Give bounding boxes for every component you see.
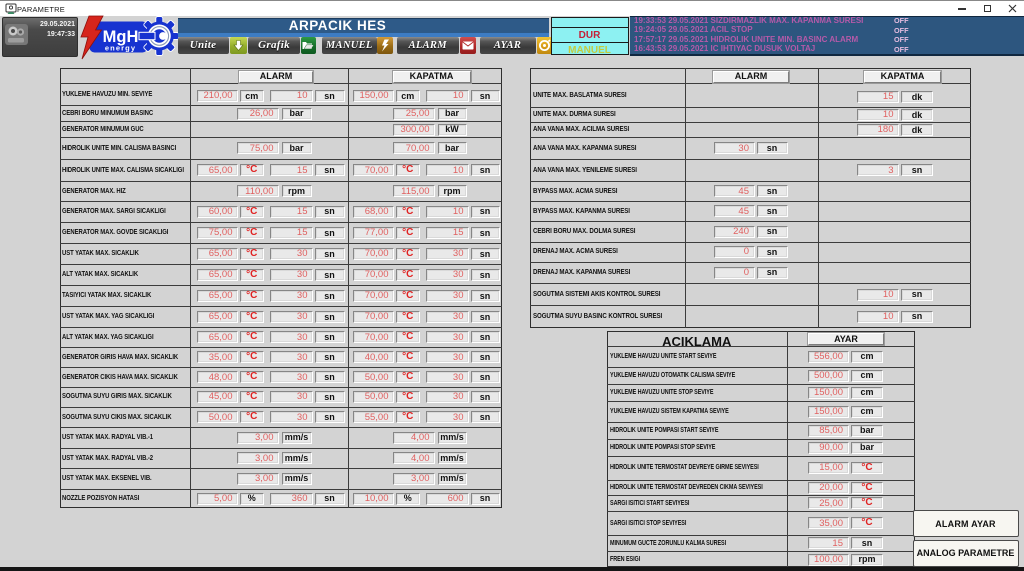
svg-text:energy: energy xyxy=(105,44,136,53)
svg-text:MgH: MgH xyxy=(103,28,139,46)
